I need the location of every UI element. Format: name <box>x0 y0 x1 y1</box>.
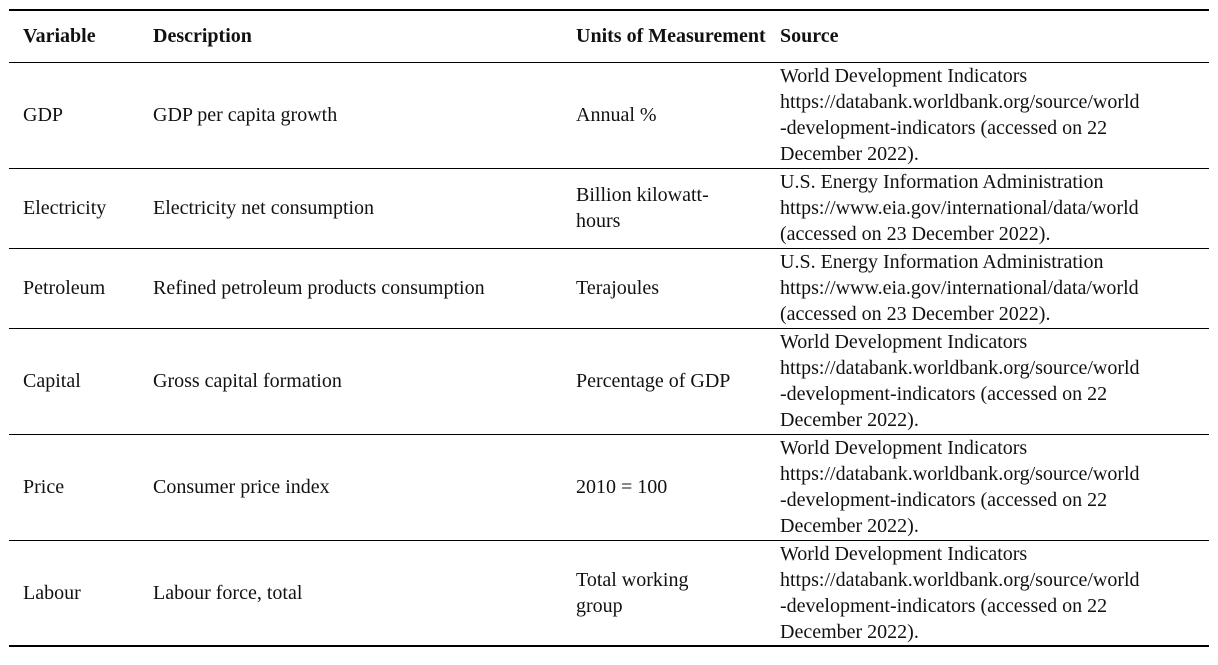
source-line: December 2022). <box>780 515 919 537</box>
cell-description: GDP per capita growth <box>153 104 338 126</box>
table-row: Electricity Electricity net consumption … <box>9 168 1209 248</box>
cell-units: Total working group <box>576 568 689 617</box>
cell-variable: Electricity <box>23 197 107 219</box>
cell-units: Billion kilowatt-hours <box>576 184 709 232</box>
source-line: -development-indicators (accessed on 22 <box>780 117 1108 139</box>
table-row: Petroleum Refined petroleum products con… <box>9 248 1209 328</box>
source-line: World Development Indicators <box>780 542 1028 565</box>
cell-description: Labour force, total <box>153 581 303 604</box>
source-line: https://databank.worldbank.org/source/wo… <box>780 463 1140 485</box>
header-source: Source <box>780 25 839 48</box>
source-line: December 2022). <box>780 620 919 643</box>
cell-source: U.S. Energy Information Administration h… <box>766 248 1209 328</box>
source-line: -development-indicators (accessed on 22 <box>780 383 1108 405</box>
cell-variable: Capital <box>23 370 81 392</box>
header-description: Description <box>153 25 252 48</box>
cell-description: Electricity net consumption <box>153 197 375 219</box>
table-row: GDP GDP per capita growth Annual % World… <box>9 62 1209 168</box>
source-line: https://databank.worldbank.org/source/wo… <box>780 91 1140 113</box>
source-line: (accessed on 23 December 2022). <box>780 303 1051 325</box>
source-line: https://databank.worldbank.org/source/wo… <box>780 357 1140 379</box>
cell-variable: Petroleum <box>23 277 106 299</box>
source-line: (accessed on 23 December 2022). <box>780 223 1051 245</box>
source-line: December 2022). <box>780 409 919 431</box>
variables-table-container: Variable Description Units of Measuremen… <box>9 9 1209 647</box>
source-line: https://databank.worldbank.org/source/wo… <box>780 568 1140 591</box>
cell-description: Refined petroleum products consumption <box>153 277 485 299</box>
source-line: -development-indicators (accessed on 22 <box>780 594 1108 617</box>
table-row: Labour Labour force, total Total working… <box>9 540 1209 646</box>
cell-variable: Price <box>23 476 65 498</box>
source-line: December 2022). <box>780 143 919 165</box>
cell-source: World Development Indicators https://dat… <box>766 328 1209 434</box>
source-line: -development-indicators (accessed on 22 <box>780 489 1108 511</box>
variables-table: Variable Description Units of Measuremen… <box>9 9 1209 647</box>
header-variable: Variable <box>23 25 96 48</box>
source-line: World Development Indicators <box>780 65 1028 87</box>
table-row: Price Consumer price index 2010 = 100 Wo… <box>9 434 1209 540</box>
header-units: Units of Measurement <box>576 25 766 48</box>
cell-variable: Labour <box>23 581 81 604</box>
source-line: https://www.eia.gov/international/data/w… <box>780 197 1139 219</box>
source-line: World Development Indicators <box>780 331 1028 353</box>
cell-description: Gross capital formation <box>153 370 342 392</box>
cell-units: Terajoules <box>576 277 660 299</box>
cell-variable: GDP <box>23 104 64 126</box>
cell-source: World Development Indicators https://dat… <box>766 540 1209 646</box>
cell-units: 2010 = 100 <box>576 476 668 498</box>
source-line: U.S. Energy Information Administration <box>780 251 1104 273</box>
table-header-row: Variable Description Units of Measuremen… <box>9 10 1209 62</box>
table-row: Capital Gross capital formation Percenta… <box>9 328 1209 434</box>
cell-description: Consumer price index <box>153 476 330 498</box>
cell-units: Percentage of GDP <box>576 370 731 392</box>
cell-source: World Development Indicators https://dat… <box>766 62 1209 168</box>
cell-source: U.S. Energy Information Administration h… <box>766 168 1209 248</box>
source-line: U.S. Energy Information Administration <box>780 171 1104 193</box>
cell-source: World Development Indicators https://dat… <box>766 434 1209 540</box>
cell-units: Annual % <box>576 104 657 126</box>
source-line: https://www.eia.gov/international/data/w… <box>780 277 1139 299</box>
source-line: World Development Indicators <box>780 437 1028 459</box>
